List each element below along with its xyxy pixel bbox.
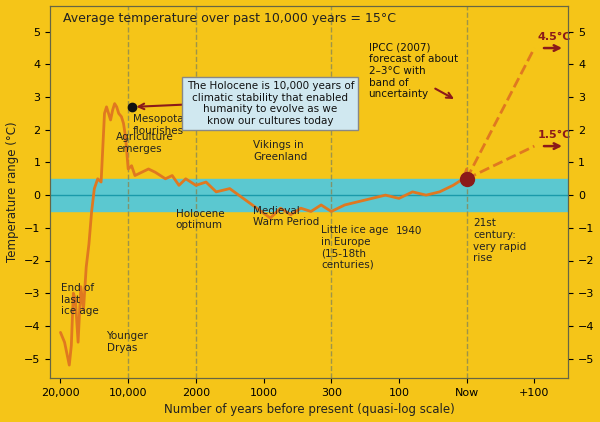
Text: Mesopotamia
flourishes: Mesopotamia flourishes xyxy=(133,114,203,135)
Text: Holocene
optimum: Holocene optimum xyxy=(176,209,224,230)
Text: 21st
century:
very rapid
rise: 21st century: very rapid rise xyxy=(473,219,527,263)
Text: End of
last
ice age: End of last ice age xyxy=(61,283,99,316)
Text: Agriculture
emerges: Agriculture emerges xyxy=(116,132,174,154)
Text: Little ice age
in Europe
(15-18th
centuries): Little ice age in Europe (15-18th centur… xyxy=(321,225,388,270)
Text: 1.5°C: 1.5°C xyxy=(538,130,571,140)
Text: 4.5°C: 4.5°C xyxy=(538,32,571,42)
Text: Average temperature over past 10,000 years = 15°C: Average temperature over past 10,000 yea… xyxy=(63,12,396,25)
Text: Medieval
Warm Period: Medieval Warm Period xyxy=(253,206,320,227)
Text: Vikings in
Greenland: Vikings in Greenland xyxy=(253,140,308,162)
Y-axis label: Temperature range (°C): Temperature range (°C) xyxy=(5,122,19,262)
X-axis label: Number of years before present (quasi-log scale): Number of years before present (quasi-lo… xyxy=(164,403,455,417)
Bar xyxy=(50,179,568,211)
Text: 1940: 1940 xyxy=(396,226,422,236)
Text: IPCC (2007)
forecast of about
2–3°C with
band of
uncertainty: IPCC (2007) forecast of about 2–3°C with… xyxy=(368,43,458,99)
Text: Younger
Dryas: Younger Dryas xyxy=(107,331,148,353)
Text: The Holocene is 10,000 years of
climatic stability that enabled
humanity to evol: The Holocene is 10,000 years of climatic… xyxy=(187,81,354,126)
